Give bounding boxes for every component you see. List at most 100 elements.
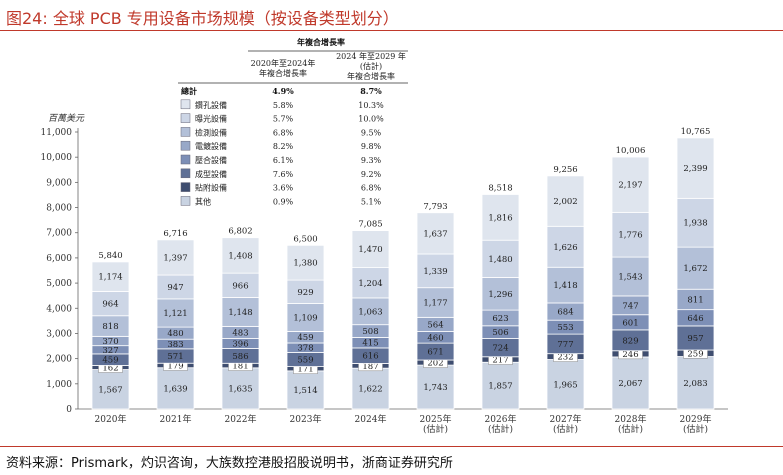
legend-swatch <box>180 168 191 179</box>
legend-series-name: 成型設備 <box>195 169 227 179</box>
x-tick-label: (估計) <box>423 423 448 435</box>
bar-segment <box>286 244 325 281</box>
y-tick-label: 3,000 <box>46 329 72 339</box>
cagr-col2-header: 年複合增長率 <box>347 71 395 81</box>
segment-value-label: 616 <box>362 352 378 362</box>
bar-segment <box>156 367 195 410</box>
bar-segment <box>546 225 585 268</box>
segment-value-label: 811 <box>687 295 703 305</box>
cagr-col1-value: 4.9% <box>272 86 294 96</box>
segment-value-label: 2,083 <box>683 379 707 389</box>
segment-value-label: 1,514 <box>293 386 317 396</box>
cagr-col2-header: 2024 年至2029 年 <box>336 51 406 61</box>
segment-value-label: 829 <box>622 336 638 346</box>
bar-total-label: 10,006 <box>616 146 646 156</box>
bar-segment <box>546 359 585 410</box>
y-tick-label: 4,000 <box>46 304 72 314</box>
legend-series-name: 其他 <box>195 196 211 206</box>
bar-segment <box>611 356 650 410</box>
segment-value-label: 2,399 <box>683 164 707 174</box>
y-tick-label: 11,000 <box>41 128 73 138</box>
cagr-col2-value: 8.7% <box>360 86 382 96</box>
segment-value-label: 459 <box>102 356 118 366</box>
segment-value-label: 2,067 <box>618 379 642 389</box>
segment-value-label: 964 <box>102 300 118 310</box>
x-tick-label: (估計) <box>553 423 578 435</box>
segment-value-label: 1,567 <box>98 385 122 395</box>
cagr-col1-value: 0.9% <box>273 197 294 206</box>
bar-segment <box>416 212 455 255</box>
legend-swatch <box>180 182 191 192</box>
cagr-col2-value: 9.3% <box>361 156 382 165</box>
segment-value-label: 2,197 <box>618 181 642 191</box>
x-tick-label: 2021年 <box>160 413 192 425</box>
segment-value-label: 1,296 <box>488 290 512 300</box>
legend-swatch <box>180 127 191 137</box>
x-tick-label: (估計) <box>618 423 643 435</box>
cagr-col2-value: 5.1% <box>361 197 382 206</box>
bar-total-label: 8,518 <box>488 183 512 193</box>
y-tick-label: 0 <box>66 405 72 415</box>
segment-value-label: 1,148 <box>228 308 252 318</box>
segment-value-label: 1,174 <box>98 273 122 283</box>
bar-segment <box>286 303 325 332</box>
bar-segment <box>676 246 715 290</box>
segment-value-label: 202 <box>427 359 443 369</box>
legend-series-name: 電鍍設備 <box>195 141 227 151</box>
segment-value-label: 747 <box>622 301 638 311</box>
cagr-group-header: 年複合增長率 <box>297 37 345 47</box>
segment-value-label: 1,857 <box>488 382 512 392</box>
figure-title: 图24: 全球 PCB 专用设备市场规模（按设备类型划分） <box>6 9 399 28</box>
bar-segment <box>351 267 390 299</box>
segment-value-label: 1,380 <box>293 259 317 269</box>
bar-segment <box>221 367 260 410</box>
segment-value-label: 480 <box>167 329 183 339</box>
segment-value-label: 232 <box>557 353 573 363</box>
x-tick-label: 2022年 <box>225 413 257 425</box>
bar-segment <box>676 197 715 248</box>
y-tick-label: 2,000 <box>46 355 72 365</box>
segment-value-label: 957 <box>687 334 703 344</box>
segment-value-label: 1,965 <box>553 380 577 390</box>
segment-value-label: 1,063 <box>358 307 382 317</box>
segment-value-label: 460 <box>427 333 443 343</box>
legend-swatch <box>180 154 191 165</box>
segment-value-label: 947 <box>167 283 183 293</box>
segment-value-label: 459 <box>297 333 313 343</box>
segment-value-label: 684 <box>557 308 573 318</box>
y-tick-label: 7,000 <box>46 229 72 239</box>
legend-series-name: 鑽孔設備 <box>195 100 227 110</box>
bar-segment <box>676 356 715 410</box>
x-tick-label: 2026年 <box>485 413 517 425</box>
cagr-col1-value: 5.7% <box>273 115 294 124</box>
bar-segment <box>676 137 715 199</box>
segment-value-label: 646 <box>687 314 703 324</box>
cagr-col2-value: 9.5% <box>361 128 382 137</box>
segment-value-label: 1,177 <box>423 299 447 309</box>
bar-total-label: 6,802 <box>228 227 252 237</box>
segment-value-label: 1,418 <box>553 281 577 291</box>
x-tick-label: 2028年 <box>615 413 647 425</box>
bar-segment <box>416 364 455 410</box>
segment-value-label: 1,109 <box>293 313 317 323</box>
bar-segment <box>481 194 520 241</box>
segment-value-label: 1,672 <box>683 264 707 274</box>
segment-value-label: 181 <box>232 362 248 372</box>
legend-series-name: 檢測設備 <box>195 127 227 137</box>
segment-value-label: 1,339 <box>423 267 447 277</box>
segment-value-label: 623 <box>492 314 508 324</box>
segment-value-label: 671 <box>427 348 443 358</box>
bar-total-label: 7,793 <box>423 202 447 212</box>
bar-segment <box>91 261 130 292</box>
segment-value-label: 1,635 <box>228 384 252 394</box>
x-tick-label: 2027年 <box>550 413 582 425</box>
bar-total-label: 9,256 <box>553 165 577 175</box>
bar-segment <box>91 291 130 317</box>
segment-value-label: 1,622 <box>358 385 382 395</box>
segment-value-label: 564 <box>427 320 443 330</box>
bar-segment <box>546 266 585 304</box>
y-axis-unit-label: 百萬美元 <box>48 113 85 124</box>
segment-value-label: 217 <box>492 356 508 366</box>
bar-segment <box>221 237 260 274</box>
cagr-col1-value: 6.8% <box>273 128 294 137</box>
